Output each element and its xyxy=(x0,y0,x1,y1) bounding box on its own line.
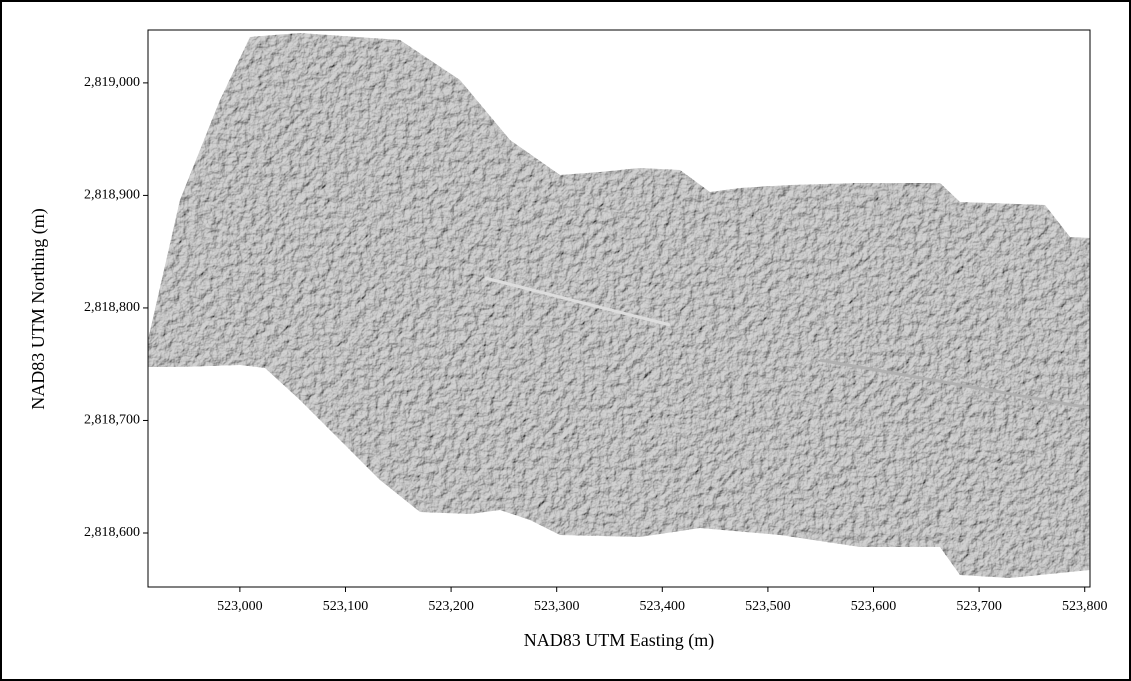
x-tick-label: 523,600 xyxy=(851,599,897,614)
y-tick-label: 2,818,900 xyxy=(84,188,140,203)
x-tick-label: 523,700 xyxy=(956,599,1002,614)
x-tick-label: 523,400 xyxy=(640,599,686,614)
x-tick-label: 523,200 xyxy=(428,599,474,614)
y-tick-label: 2,818,600 xyxy=(84,525,140,540)
y-tick-label: 2,818,700 xyxy=(84,413,140,428)
x-tick-label: 523,000 xyxy=(217,599,263,614)
y-tick-label: 2,818,800 xyxy=(84,300,140,315)
y-tick-label: 2,819,000 xyxy=(84,75,140,90)
x-tick-label: 523,800 xyxy=(1062,599,1108,614)
x-axis-title: NAD83 UTM Easting (m) xyxy=(524,630,714,651)
x-tick-label: 523,300 xyxy=(534,599,580,614)
figure: NAD83 UTM Easting (m) NAD83 UTM Northing… xyxy=(0,0,1131,681)
y-axis-title: NAD83 UTM Northing (m) xyxy=(28,208,49,409)
x-tick-label: 523,100 xyxy=(323,599,369,614)
x-tick-label: 523,500 xyxy=(745,599,791,614)
